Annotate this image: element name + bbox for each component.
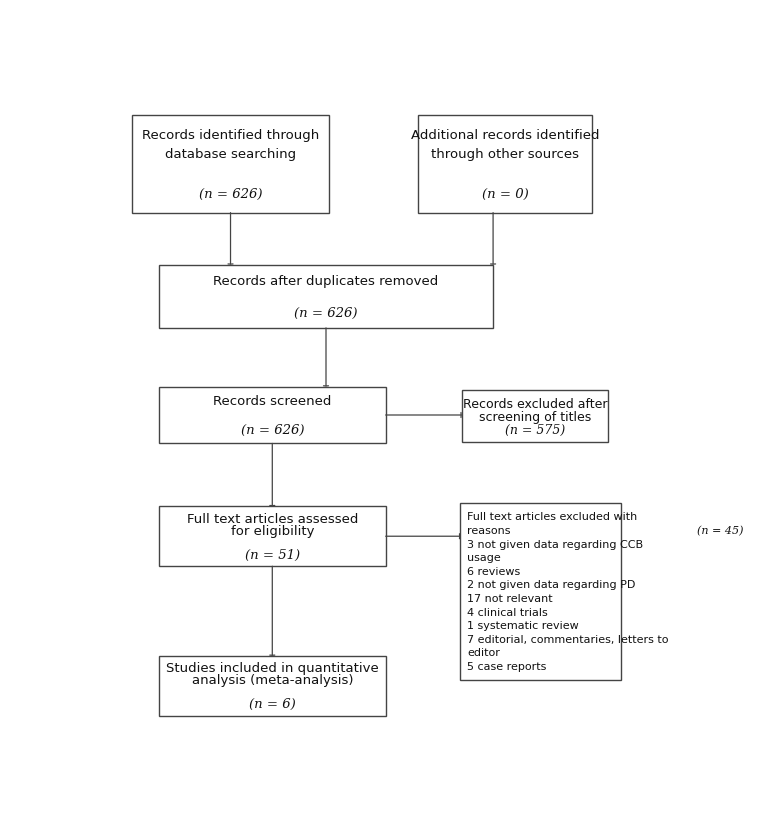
FancyBboxPatch shape bbox=[460, 503, 621, 680]
Text: (n = 45): (n = 45) bbox=[697, 525, 743, 536]
FancyBboxPatch shape bbox=[132, 115, 329, 214]
Text: usage: usage bbox=[467, 553, 501, 563]
Text: 3 not given data regarding CCB: 3 not given data regarding CCB bbox=[467, 539, 644, 549]
Text: (n = 626): (n = 626) bbox=[199, 188, 263, 201]
Text: 6 reviews: 6 reviews bbox=[467, 566, 521, 576]
Text: Full text articles assessed: Full text articles assessed bbox=[186, 512, 358, 525]
FancyBboxPatch shape bbox=[159, 387, 386, 444]
Text: Studies included in quantitative: Studies included in quantitative bbox=[166, 662, 379, 675]
Text: 4 clinical trials: 4 clinical trials bbox=[467, 607, 548, 617]
Text: (n = 0): (n = 0) bbox=[482, 188, 528, 201]
FancyBboxPatch shape bbox=[462, 391, 608, 442]
Text: (n = 575): (n = 575) bbox=[505, 423, 565, 437]
Text: Additional records identified: Additional records identified bbox=[410, 129, 599, 142]
Text: 17 not relevant: 17 not relevant bbox=[467, 593, 553, 604]
Text: database searching: database searching bbox=[165, 148, 296, 161]
Text: Records excluded after: Records excluded after bbox=[463, 397, 607, 410]
Text: for eligibility: for eligibility bbox=[230, 524, 314, 537]
FancyBboxPatch shape bbox=[159, 656, 386, 716]
Text: Full text articles excluded with: Full text articles excluded with bbox=[467, 512, 638, 522]
Text: editor: editor bbox=[467, 648, 500, 658]
Text: reasons: reasons bbox=[467, 525, 514, 536]
Text: (n = 51): (n = 51) bbox=[245, 548, 300, 561]
Text: 2 not given data regarding PD: 2 not given data regarding PD bbox=[467, 580, 636, 590]
Text: 5 case reports: 5 case reports bbox=[467, 661, 547, 671]
Text: 1 systematic review: 1 systematic review bbox=[467, 621, 579, 631]
Text: (n = 6): (n = 6) bbox=[249, 698, 296, 711]
FancyBboxPatch shape bbox=[419, 115, 591, 214]
Text: screening of titles: screening of titles bbox=[479, 410, 591, 423]
Text: (n = 626): (n = 626) bbox=[294, 306, 358, 319]
FancyBboxPatch shape bbox=[159, 507, 386, 567]
Text: analysis (meta-analysis): analysis (meta-analysis) bbox=[192, 673, 353, 686]
Text: (n = 626): (n = 626) bbox=[240, 423, 304, 437]
FancyBboxPatch shape bbox=[159, 265, 493, 328]
Text: Records screened: Records screened bbox=[213, 395, 331, 408]
Text: Records identified through: Records identified through bbox=[142, 129, 319, 142]
Text: 7 editorial, commentaries, letters to: 7 editorial, commentaries, letters to bbox=[467, 634, 669, 644]
Text: Records after duplicates removed: Records after duplicates removed bbox=[213, 274, 439, 287]
Text: through other sources: through other sources bbox=[431, 148, 579, 161]
